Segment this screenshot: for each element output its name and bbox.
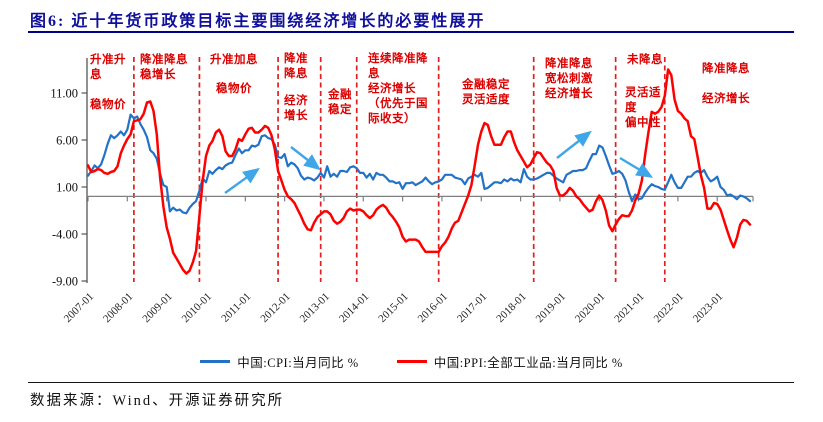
policy-annotation: 金融稳定灵活适度 <box>461 77 510 106</box>
x-axis-label: 2022-01 <box>652 291 686 325</box>
y-axis-label: -9.00 <box>52 275 78 289</box>
cpi-line-swatch <box>200 360 231 363</box>
y-axis-label: 1.00 <box>56 181 78 195</box>
policy-annotation: 经济增长 <box>702 91 750 105</box>
x-axis-label: 2016-01 <box>416 291 450 325</box>
ppi-line-swatch <box>396 360 427 363</box>
figure-title: 图6: 近十年货币政策目标主要围绕经济增长的必要性展开 <box>30 13 486 30</box>
x-axis-label: 2019-01 <box>534 291 568 325</box>
y-axis-label: 11.00 <box>50 87 78 101</box>
policy-annotation: 灵活适度偏中性 <box>625 85 661 129</box>
x-axis-label: 2014-01 <box>337 291 371 325</box>
ppi-series-line <box>86 68 752 275</box>
x-axis-label: 2017-01 <box>455 291 489 325</box>
policy-annotation: 升准升息 <box>90 52 126 81</box>
x-axis-label: 2011-01 <box>219 291 253 325</box>
trend-arrow <box>224 167 260 194</box>
legend-label-cpi: 中国:CPI:当月同比 % <box>237 356 359 370</box>
x-axis-label: 2007-01 <box>62 291 96 325</box>
y-axis-label: -4.00 <box>52 228 78 242</box>
trend-arrow <box>290 146 321 171</box>
data-source: 数据来源：Wind、开源证券研究所 <box>30 393 285 409</box>
x-axis-label: 2009-01 <box>140 291 174 325</box>
policy-annotation: 升准加息 <box>210 52 258 66</box>
legend-label-ppi: 中国:PPI:全部工业品:当月同比 % <box>433 356 623 370</box>
legend: 中国:CPI:当月同比 % 中国:PPI:全部工业品:当月同比 % <box>0 352 823 371</box>
trend-arrow <box>619 156 654 178</box>
footer-divider <box>28 382 794 383</box>
cpi-series-line <box>86 113 752 215</box>
policy-annotation: 金融稳定 <box>327 87 352 116</box>
x-axis-label: 2021-01 <box>612 291 646 325</box>
x-axis-label: 2020-01 <box>573 291 607 325</box>
title-underline <box>28 31 794 33</box>
trend-arrow <box>556 130 592 159</box>
policy-annotation: 经济增长 <box>284 93 308 122</box>
legend-item-ppi: 中国:PPI:全部工业品:当月同比 % <box>396 352 623 371</box>
policy-annotation: 连续降准降息经济增长（优先于国际收支） <box>368 51 428 125</box>
x-axis-label: 2015-01 <box>376 291 410 325</box>
x-axis-label: 2010-01 <box>180 291 214 325</box>
policy-annotation: 未降息 <box>626 52 663 66</box>
x-axis-label: 2023-01 <box>691 291 725 325</box>
x-axis-label: 2018-01 <box>494 291 528 325</box>
x-axis-label: 2013-01 <box>298 291 332 325</box>
policy-annotation: 降准降息 <box>284 51 308 80</box>
policy-annotation: 稳物价 <box>216 81 252 95</box>
policy-annotation: 稳物价 <box>90 97 126 111</box>
x-axis-label: 2008-01 <box>101 291 135 325</box>
y-axis-label: 6.00 <box>56 134 78 148</box>
policy-annotation: 降准降息宽松刺激经济增长 <box>544 56 593 100</box>
x-axis-label: 2012-01 <box>258 291 292 325</box>
legend-item-cpi: 中国:CPI:当月同比 % <box>200 352 358 371</box>
policy-annotation: 降准降息 <box>702 61 750 75</box>
policy-annotation: 降准降息稳增长 <box>140 52 188 81</box>
